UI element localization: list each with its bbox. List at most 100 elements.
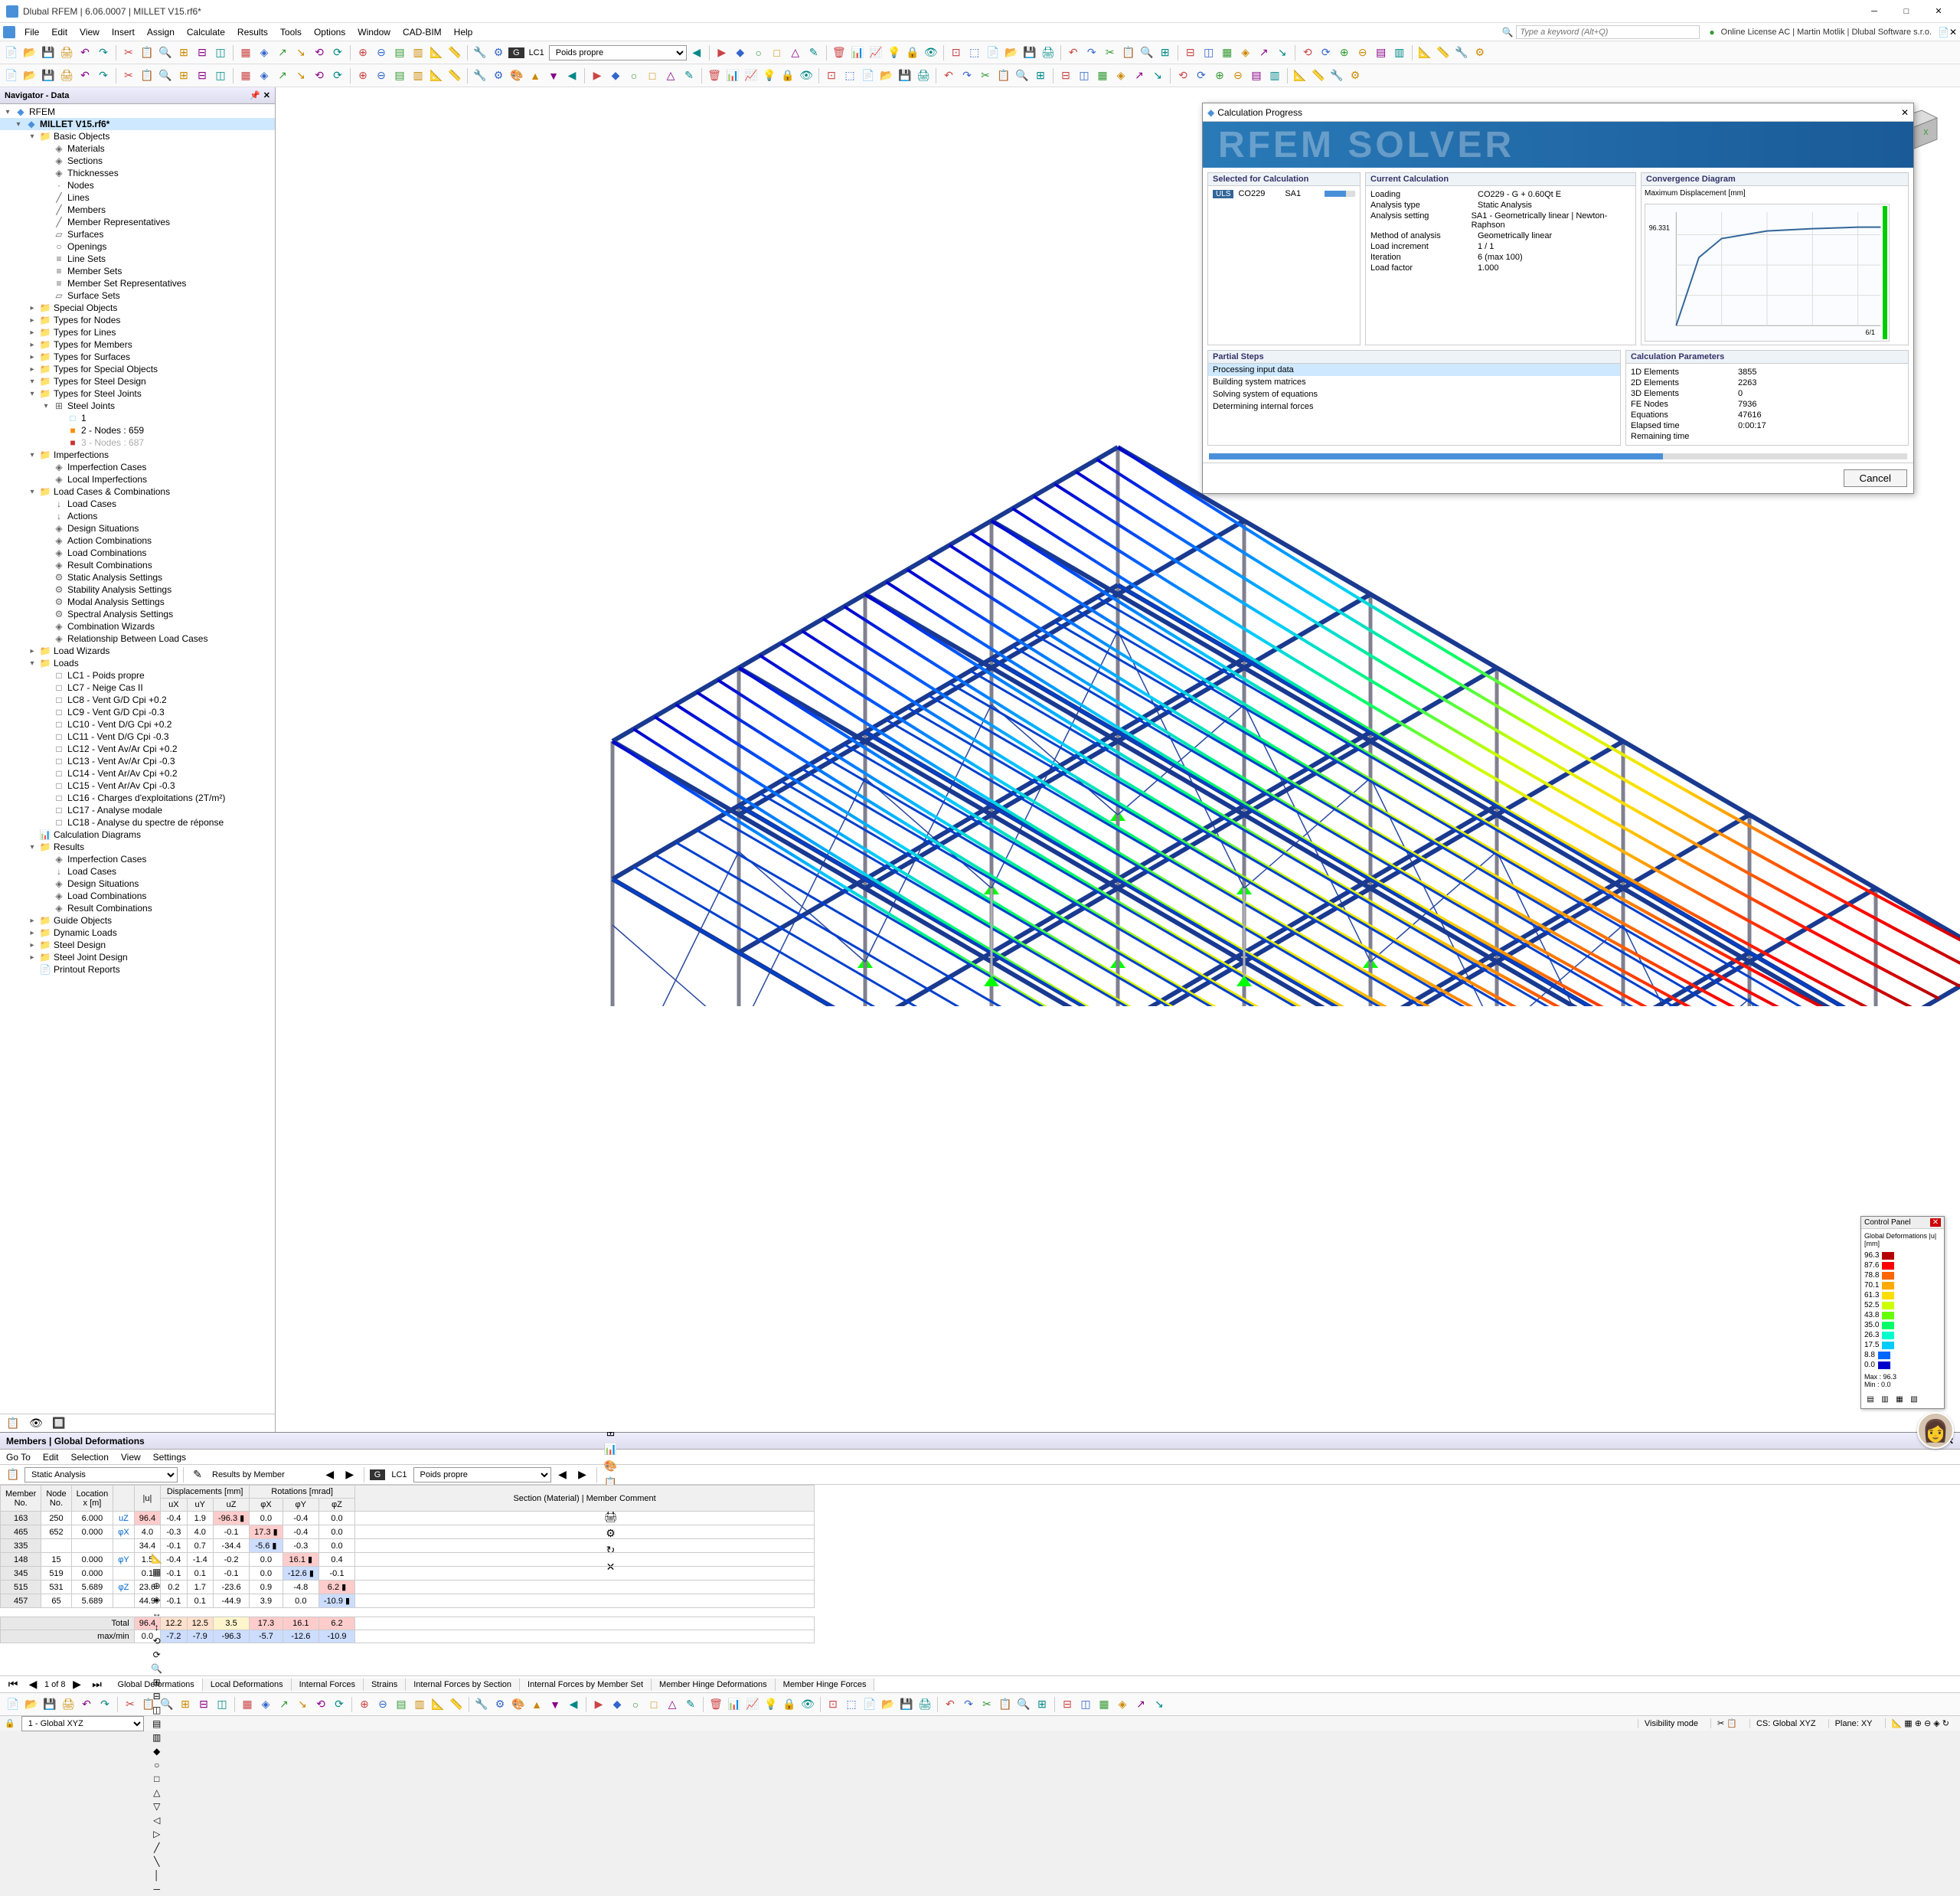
toolbar-button[interactable]: ↘ xyxy=(294,1696,311,1713)
toolbar-button[interactable]: ○ xyxy=(750,44,767,61)
toolbar-button[interactable]: △ xyxy=(787,44,804,61)
toolbar-button[interactable]: ↶ xyxy=(942,1696,959,1713)
tree-item[interactable]: ▸📁Types for Special Objects xyxy=(0,363,275,375)
toolbar-button[interactable]: 📐 xyxy=(1416,44,1433,61)
menu-tools[interactable]: Tools xyxy=(274,25,308,39)
toolbar-button[interactable]: ✂ xyxy=(977,67,994,84)
toolbar-button[interactable]: 📋 xyxy=(997,1696,1014,1713)
toolbar-button[interactable]: ⊟ xyxy=(1059,1696,1076,1713)
tree-item[interactable]: 📊Calculation Diagrams xyxy=(0,829,275,841)
toolbar-button[interactable]: ▦ xyxy=(1096,1696,1112,1713)
toolbar-button[interactable]: 📐 xyxy=(428,44,445,61)
toolbar-button[interactable]: ◫ xyxy=(214,1696,230,1713)
analysis-combo[interactable]: Static Analysis xyxy=(24,1467,178,1482)
toolbar-button[interactable]: 📄 xyxy=(5,1696,21,1713)
tree-item[interactable]: □LC15 - Vent Ar/Av Cpi -0.3 xyxy=(0,780,275,792)
nav-tab-data[interactable]: 📋 xyxy=(5,1415,21,1432)
toolbar-button[interactable]: ⊟ xyxy=(1057,67,1074,84)
toolbar-button[interactable]: 📂 xyxy=(23,1696,40,1713)
table-row[interactable]: 5155315.689φZ23.60.21.7-23.6 0.9 -4.8 6.… xyxy=(1,1581,815,1594)
search-input[interactable] xyxy=(1516,25,1700,39)
tree-item[interactable]: ▸📁Types for Members xyxy=(0,338,275,351)
toolbar-button[interactable]: 📂 xyxy=(21,67,38,84)
toolbar-button[interactable]: 👁 xyxy=(799,1696,816,1713)
toolbar-button[interactable]: ⟲ xyxy=(312,1696,329,1713)
tree-item[interactable]: □LC13 - Vent Av/Ar Cpi -0.3 xyxy=(0,755,275,767)
toolbar-button[interactable]: 🗑 xyxy=(707,1696,724,1713)
toolbar-button[interactable]: ⊖ xyxy=(1230,67,1246,84)
toolbar-button[interactable]: ⊖ xyxy=(374,1696,391,1713)
toolbar-button[interactable]: 🎨 xyxy=(508,67,525,84)
toolbar-button[interactable]: ↶ xyxy=(77,44,93,61)
toolbar-button[interactable]: ◈ xyxy=(257,1696,274,1713)
legend-close-icon[interactable]: ✕ xyxy=(1930,1218,1941,1227)
toolbar-button[interactable]: ⊖ xyxy=(373,67,390,84)
status-tool[interactable]: ▽ xyxy=(150,1800,164,1813)
toolbar-button[interactable]: ▶ xyxy=(714,44,730,61)
tree-item[interactable]: ◈Load Combinations xyxy=(0,547,275,559)
tree-item[interactable]: ▾📁Results xyxy=(0,841,275,853)
toolbar-button[interactable]: 👁 xyxy=(798,67,815,84)
toolbar-button[interactable]: ⚙ xyxy=(492,1696,508,1713)
toolbar-button[interactable]: ▥ xyxy=(410,67,426,84)
toolbar-button[interactable]: ↷ xyxy=(960,1696,977,1713)
page-last[interactable]: ⏭ xyxy=(89,1676,106,1693)
toolbar-button[interactable]: 📂 xyxy=(21,44,38,61)
toolbar-button[interactable]: ↗ xyxy=(1256,44,1272,61)
toolbar-button[interactable]: ↶ xyxy=(78,1696,95,1713)
status-tool[interactable]: ▤ xyxy=(150,1717,164,1731)
maximize-button[interactable]: □ xyxy=(1891,2,1922,21)
toolbar-button[interactable]: ↷ xyxy=(959,67,975,84)
table-row[interactable]: 1632506.000uZ96.4-0.41.9-96.3 ▮0.0 -0.4 … xyxy=(1,1512,815,1525)
toolbar-button[interactable]: ⟳ xyxy=(329,67,346,84)
toolbar-button[interactable]: 👁 xyxy=(923,44,939,61)
nav-next[interactable]: ▶ xyxy=(341,1466,358,1483)
legend-tool[interactable]: ▥ xyxy=(1879,1393,1891,1405)
tree-item[interactable]: ↓Load Cases xyxy=(0,865,275,878)
results-tab[interactable]: Local Deformations xyxy=(203,1679,292,1691)
toolbar-button[interactable]: 🔧 xyxy=(1328,67,1345,84)
tree-item[interactable]: □LC17 - Analyse modale xyxy=(0,804,275,816)
toolbar-button[interactable]: 📋 xyxy=(1120,44,1137,61)
toolbar-button[interactable]: ▶ xyxy=(590,1696,607,1713)
toolbar-button[interactable]: ⊡ xyxy=(823,67,840,84)
toolbar-button[interactable]: ▦ xyxy=(1094,67,1111,84)
toolbar-button[interactable]: ○ xyxy=(627,1696,644,1713)
tree-item[interactable]: ▾📁Loads xyxy=(0,657,275,669)
toolbar-button[interactable]: ⟳ xyxy=(331,1696,348,1713)
results-tab[interactable]: Internal Forces by Section xyxy=(406,1679,520,1691)
global-cs-combo[interactable]: 1 - Global XYZ xyxy=(21,1716,144,1731)
toolbar-button[interactable]: 📊 xyxy=(726,1696,743,1713)
toolbar-button[interactable]: 🗑 xyxy=(706,67,723,84)
toolbar-button[interactable]: 💾 xyxy=(898,1696,915,1713)
navigator-close-icon[interactable]: ✕ xyxy=(263,90,270,100)
toolbar-button[interactable]: 🔍 xyxy=(1015,1696,1032,1713)
tree-item[interactable]: ▸📁Guide Objects xyxy=(0,914,275,927)
table-row[interactable]: 457655.68944.9-0.10.1-44.9 3.9 0.0 -10.9… xyxy=(1,1594,815,1608)
toolbar-button[interactable]: 📄 xyxy=(860,67,877,84)
toolbar-button[interactable]: ⊟ xyxy=(194,44,211,61)
tree-item[interactable]: ·Nodes xyxy=(0,179,275,191)
tree-item[interactable]: ◈Design Situations xyxy=(0,522,275,534)
toolbar-button[interactable]: ⊖ xyxy=(373,44,390,61)
tree-item[interactable]: ▸📁Steel Design xyxy=(0,939,275,951)
tree-item[interactable]: □LC7 - Neige Cas II xyxy=(0,682,275,694)
toolbar-button[interactable]: ⟲ xyxy=(1174,67,1191,84)
page-prev[interactable]: ◀ xyxy=(24,1676,41,1693)
tree-item[interactable]: □LC8 - Vent G/D Cpi +0.2 xyxy=(0,694,275,706)
toolbar-button[interactable]: ◀ xyxy=(688,44,705,61)
tree-item[interactable]: ↓Load Cases xyxy=(0,498,275,510)
tree-item[interactable]: ◈Imperfection Cases xyxy=(0,853,275,865)
toolbar-button[interactable]: 📏 xyxy=(446,44,463,61)
toolbar-button[interactable]: 📋 xyxy=(995,67,1012,84)
toolbar-button[interactable]: 📏 xyxy=(448,1696,465,1713)
toolbar-button[interactable]: ↷ xyxy=(96,1696,113,1713)
toolbar-button[interactable]: ⊕ xyxy=(354,44,371,61)
toolbar-button[interactable]: 🖨 xyxy=(915,67,932,84)
toolbar-button[interactable]: ⟳ xyxy=(329,44,346,61)
toolbar-button[interactable]: ⟲ xyxy=(1299,44,1316,61)
tree-item[interactable]: ▸📁Types for Surfaces xyxy=(0,351,275,363)
toolbar-button[interactable]: 💡 xyxy=(886,44,903,61)
tree-item[interactable]: □LC16 - Charges d'exploitations (2T/m²) xyxy=(0,792,275,804)
toolbar-button[interactable]: ▲ xyxy=(527,67,544,84)
